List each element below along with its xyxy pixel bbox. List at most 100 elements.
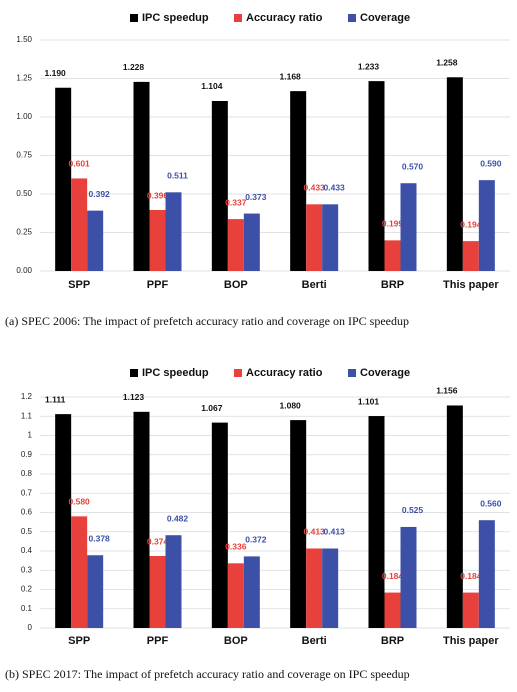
bar [211, 422, 228, 628]
bar [243, 556, 260, 628]
value-label: 0.396 [147, 190, 169, 200]
bar [368, 81, 385, 271]
bar [462, 592, 479, 628]
y-tick-label: 0.1 [21, 604, 33, 613]
legend-swatch [130, 369, 138, 377]
legend-swatch [234, 14, 242, 22]
bar [446, 405, 463, 628]
value-label: 1.080 [280, 400, 302, 410]
bar [133, 411, 150, 628]
y-tick-label: 1.50 [16, 35, 32, 44]
y-tick-label: 0.75 [16, 151, 32, 160]
y-tick-label: 0.7 [21, 488, 33, 497]
value-label: 0.184 [460, 571, 482, 581]
x-tick-label: SPP [68, 635, 90, 647]
y-tick-label: 0.4 [21, 546, 33, 555]
bar [462, 241, 479, 271]
y-tick-label: 1 [28, 431, 33, 440]
value-label: 1.067 [201, 403, 223, 413]
value-label: 0.560 [480, 498, 502, 508]
legend-label: Coverage [360, 367, 410, 379]
bar [227, 219, 244, 271]
bar [290, 420, 307, 628]
value-label: 0.433 [324, 183, 346, 193]
value-label: 0.525 [402, 505, 424, 515]
bar [211, 100, 228, 271]
value-label: 0.433 [304, 183, 326, 193]
value-label: 0.392 [89, 189, 111, 199]
x-tick-label: This paper [443, 635, 499, 647]
value-label: 0.413 [324, 527, 346, 537]
y-tick-label: 0.8 [21, 469, 33, 478]
value-label: 1.123 [123, 392, 145, 402]
legend-label: IPC speedup [142, 12, 209, 24]
y-tick-label: 0.50 [16, 189, 32, 198]
y-tick-label: 0.2 [21, 585, 33, 594]
bar [384, 592, 401, 628]
legend-label: Accuracy ratio [246, 367, 323, 379]
y-tick-label: 1.00 [16, 112, 32, 121]
value-label: 0.580 [69, 497, 91, 507]
value-label: 0.336 [225, 542, 247, 552]
bar [384, 240, 401, 271]
y-tick-label: 1.2 [21, 392, 33, 401]
bar [306, 548, 323, 628]
bar [400, 183, 417, 271]
bar [400, 526, 417, 628]
bar [71, 178, 88, 271]
y-tick-label: 0.6 [21, 508, 33, 517]
bar [87, 210, 104, 271]
y-tick-label: 0.00 [16, 266, 32, 275]
bar [446, 77, 463, 271]
bar [243, 213, 260, 271]
legend-label: IPC speedup [142, 367, 209, 379]
bar [306, 204, 323, 271]
bar [478, 520, 495, 628]
bar [55, 414, 72, 628]
x-tick-label: BOP [224, 635, 248, 647]
value-label: 0.413 [304, 527, 326, 537]
legend-swatch [348, 369, 356, 377]
y-tick-label: 1.1 [21, 411, 33, 420]
bar [149, 556, 166, 628]
bar [368, 416, 385, 628]
value-label: 0.590 [480, 158, 502, 168]
value-label: 0.194 [460, 219, 482, 229]
value-label: 0.601 [69, 159, 91, 169]
value-label: 1.233 [358, 61, 380, 71]
value-label: 0.482 [167, 513, 189, 523]
bar [165, 535, 182, 628]
y-tick-label: 0.3 [21, 565, 33, 574]
x-tick-label: BOP [224, 279, 248, 291]
x-tick-label: PPF [147, 635, 169, 647]
bar [322, 548, 339, 628]
value-label: 0.374 [147, 536, 169, 546]
bar [478, 180, 495, 271]
value-label: 0.372 [245, 535, 267, 545]
x-tick-label: PPF [147, 279, 169, 291]
legend-label: Coverage [360, 12, 410, 24]
value-label: 0.184 [382, 571, 404, 581]
legend-swatch [348, 14, 356, 22]
caption: (a) SPEC 2006: The impact of prefetch ac… [5, 314, 409, 328]
bar [133, 81, 150, 271]
y-tick-label: 0.9 [21, 450, 33, 459]
value-label: 1.101 [358, 396, 380, 406]
bar [165, 192, 182, 271]
x-tick-label: SPP [68, 279, 90, 291]
value-label: 0.337 [225, 197, 247, 207]
bar [71, 516, 88, 628]
value-label: 1.168 [280, 71, 302, 81]
x-tick-label: Berti [302, 279, 327, 291]
x-tick-label: BRP [381, 279, 404, 291]
value-label: 0.378 [89, 533, 111, 543]
x-tick-label: This paper [443, 279, 499, 291]
bar [55, 87, 72, 272]
legend-swatch [234, 369, 242, 377]
legend-label: Accuracy ratio [246, 12, 323, 24]
value-label: 0.511 [167, 171, 188, 181]
value-label: 1.156 [436, 386, 458, 396]
value-label: 0.570 [402, 161, 424, 171]
caption: (b) SPEC 2017: The impact of prefetch ac… [5, 667, 410, 681]
